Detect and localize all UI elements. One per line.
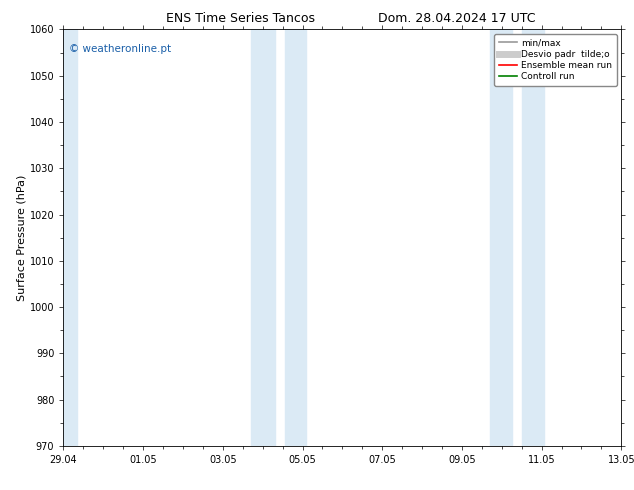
Bar — [58, 29, 77, 446]
Bar — [522, 29, 543, 446]
Bar — [490, 29, 512, 446]
Y-axis label: Surface Pressure (hPa): Surface Pressure (hPa) — [17, 174, 27, 301]
Text: Dom. 28.04.2024 17 UTC: Dom. 28.04.2024 17 UTC — [378, 12, 535, 25]
Bar — [250, 29, 275, 446]
Text: © weatheronline.pt: © weatheronline.pt — [69, 44, 171, 54]
Text: ENS Time Series Tancos: ENS Time Series Tancos — [166, 12, 316, 25]
Legend: min/max, Desvio padr  tilde;o, Ensemble mean run, Controll run: min/max, Desvio padr tilde;o, Ensemble m… — [495, 34, 617, 86]
Bar — [285, 29, 306, 446]
